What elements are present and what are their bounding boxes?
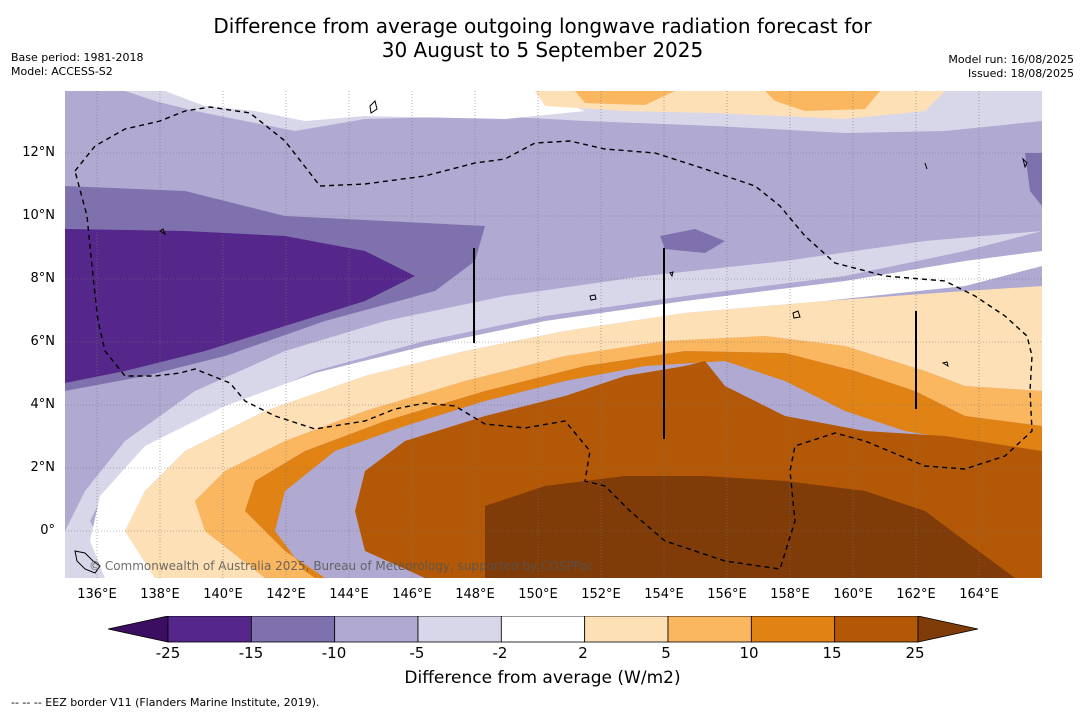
colorbar-title: Difference from average (W/m2) — [404, 668, 681, 688]
colorbar-extend-max — [917, 616, 978, 643]
lat-label-2n: 2°N — [30, 460, 56, 475]
olr-anomaly-map — [65, 91, 1042, 578]
cb-tick-neg10: -10 — [321, 644, 347, 662]
cb-tick-10: 10 — [739, 644, 759, 662]
colorbar-cells — [167, 616, 919, 643]
anomaly-band-pos-5-south — [195, 336, 1042, 578]
anomaly-band-white-south — [90, 251, 1042, 578]
lon-label-142e: 142°E — [266, 587, 306, 602]
colorbar-extend-min — [108, 616, 169, 643]
lon-label-146e: 146°E — [392, 587, 432, 602]
cb-tick-25: 25 — [905, 644, 925, 662]
vertical-markers — [473, 248, 917, 439]
map-panel[interactable] — [65, 91, 1042, 578]
lon-label-158e: 158°E — [770, 587, 810, 602]
anomaly-band-neg-15-edge — [1025, 153, 1042, 206]
anomaly-band-neg-25-west — [65, 229, 415, 383]
colorbar-cell — [584, 616, 669, 643]
meta-right: Model run: 16/08/2025 Issued: 18/08/2025 — [948, 53, 1074, 81]
lon-label-160e: 160°E — [833, 587, 873, 602]
gridlines — [65, 91, 1042, 578]
title-line-2: 30 August to 5 September 2025 — [381, 38, 704, 62]
anomaly-band-pos-2-south — [125, 286, 1042, 578]
lat-label-0: 0° — [40, 523, 55, 538]
anomaly-band-pos-25 — [485, 476, 1015, 578]
lat-label-6n: 6°N — [30, 334, 56, 349]
colorbar-cell — [667, 616, 752, 643]
lon-label-140e: 140°E — [203, 587, 243, 602]
model-run: Model run: 16/08/2025 — [948, 53, 1074, 66]
lon-label-152e: 152°E — [581, 587, 621, 602]
lon-label-162e: 162°E — [896, 587, 936, 602]
title-line-1: Difference from average outgoing longwav… — [213, 14, 872, 38]
eez-border — [74, 106, 1033, 570]
lat-label-4n: 4°N — [30, 397, 56, 412]
cb-tick-2: 2 — [578, 644, 588, 662]
colorbar-cell — [334, 616, 419, 643]
cb-tick-neg15: -15 — [238, 644, 264, 662]
lon-label-150e: 150°E — [518, 587, 558, 602]
lon-label-154e: 154°E — [644, 587, 684, 602]
eez-legend-footer: -- -- -- EEZ border V11 (Flanders Marine… — [11, 696, 320, 709]
anomaly-band-white-north — [165, 91, 585, 121]
cb-tick-15: 15 — [822, 644, 842, 662]
cb-tick-neg2: -2 — [492, 644, 508, 662]
lat-label-12n: 12°N — [22, 145, 55, 160]
issued-date: Issued: 18/08/2025 — [967, 67, 1074, 80]
colorbar — [108, 616, 978, 643]
lon-label-156e: 156°E — [707, 587, 747, 602]
anomaly-band-neg-5-south — [65, 231, 1042, 578]
lon-label-164e: 164°E — [959, 587, 999, 602]
anomaly-band-pos-5-north-b — [765, 91, 880, 111]
coastlines — [74, 100, 1028, 574]
colorbar-cell — [417, 616, 502, 643]
lon-label-144e: 144°E — [329, 587, 369, 602]
map-title: Difference from average outgoing longwav… — [0, 14, 1085, 62]
meta-left: Base period: 1981-2018 Model: ACCESS-S2 — [11, 51, 143, 79]
copyright-notice: © Commonwealth of Australia 2025, Bureau… — [89, 559, 595, 573]
lat-label-8n: 8°N — [30, 271, 56, 286]
colorbar-cell — [500, 616, 586, 643]
anomaly-band-pos-10 — [245, 351, 1042, 578]
model-name: Model: ACCESS-S2 — [11, 65, 113, 78]
lon-label-136e: 136°E — [77, 587, 117, 602]
anomaly-band-pos-5-north-a — [575, 91, 675, 105]
cb-tick-neg5: -5 — [409, 644, 425, 662]
cb-tick-5: 5 — [661, 644, 671, 662]
colorbar-cell — [834, 616, 919, 643]
lon-label-148e: 148°E — [455, 587, 495, 602]
colorbar-cell — [167, 616, 252, 643]
colorbar-cell — [250, 616, 336, 643]
anomaly-band-neg-15-east — [660, 229, 725, 253]
lon-label-138e: 138°E — [140, 587, 180, 602]
lat-label-10n: 10°N — [22, 208, 55, 223]
cb-tick-neg25: -25 — [155, 644, 181, 662]
colorbar-cell — [750, 616, 836, 643]
base-period: Base period: 1981-2018 — [11, 51, 144, 64]
